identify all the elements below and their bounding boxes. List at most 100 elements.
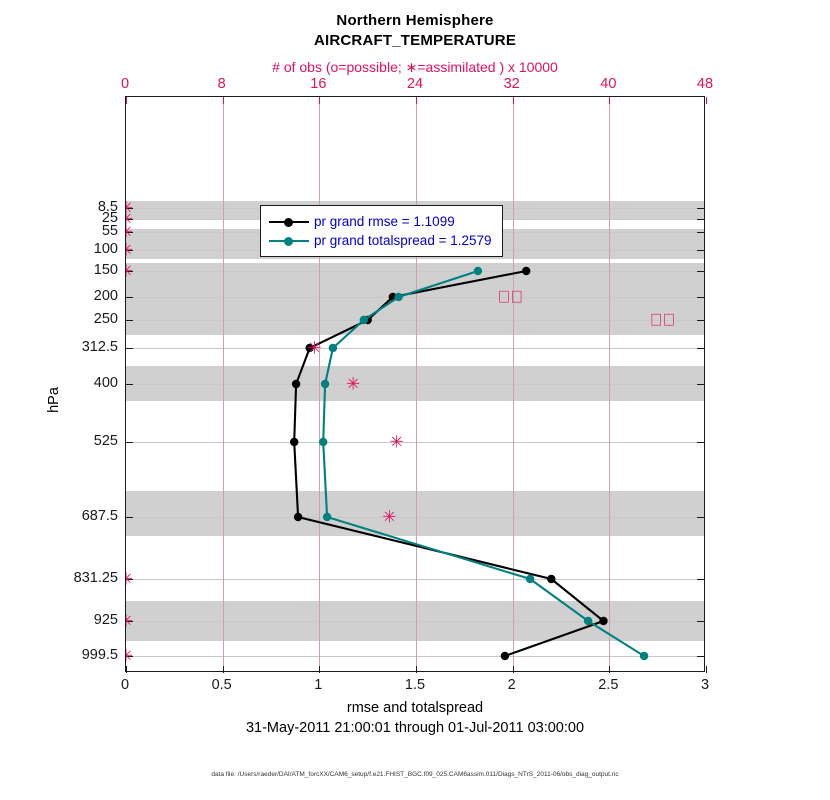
axis-tick-x-top <box>222 97 224 104</box>
data-point <box>473 266 483 276</box>
gridline-horizontal <box>126 320 704 321</box>
axis-tick-y-left <box>126 579 133 580</box>
axis-tick-y-right <box>697 621 704 622</box>
obs-marker-assimilated: ✳ <box>307 338 322 358</box>
axis-tick-y-right <box>697 219 704 220</box>
obs-marker-assimilated: ✳ <box>126 571 133 588</box>
axis-tick-y-right <box>697 348 704 349</box>
data-point <box>522 266 531 276</box>
axis-tick-y-right <box>697 656 704 657</box>
y-tick-label: 100 <box>93 241 118 257</box>
obs-marker-possible: ✳⃝ <box>497 287 524 307</box>
data-point <box>320 379 330 389</box>
y-tick-label: 831.25 <box>73 570 118 586</box>
x-tick-label: 1.5 <box>404 677 426 693</box>
y-tick-label: 312.5 <box>81 339 118 355</box>
data-point <box>599 616 608 626</box>
axis-tick-y-left <box>126 517 133 518</box>
axis-tick-y-right <box>697 579 704 580</box>
obs-marker-assimilated: ✳ <box>126 224 133 241</box>
gridline-vertical <box>416 97 417 671</box>
axis-tick-y-right <box>697 384 704 385</box>
gridline-horizontal <box>126 656 704 657</box>
gridline-vertical <box>319 97 321 671</box>
axis-tick-y-right <box>697 250 704 251</box>
legend-label: pr grand rmse = 1.1099 <box>314 214 455 229</box>
obs-marker-possible: ✳⃝ <box>649 310 676 330</box>
axis-tick-y-left <box>126 320 133 321</box>
obs-tick-label: 40 <box>600 76 617 92</box>
axis-tick-y-left <box>126 232 133 233</box>
data-point <box>293 512 303 522</box>
axis-tick-y-left <box>126 271 133 272</box>
axis-tick-y-left <box>126 621 133 622</box>
axis-tick-x-top <box>319 97 321 104</box>
data-point <box>319 437 328 447</box>
obs-marker-assimilated: ✳ <box>126 263 133 280</box>
axis-tick-x-top <box>706 97 707 104</box>
data-point <box>394 292 403 302</box>
axis-tick-x-bottom <box>126 666 127 673</box>
date-range-caption: 31-May-2011 21:00:01 through 01-Jul-2011… <box>245 720 585 736</box>
legend-item-rmse[interactable]: pr grand rmse = 1.1099 <box>269 212 492 231</box>
data-point <box>322 512 332 522</box>
plot-area: ✳✳✳✳✳✳⃝✳⃝✳✳✳✳✳✳✳ pr grand rmse = 1.1099p… <box>125 96 707 673</box>
x-tick-label: 2.5 <box>598 677 619 693</box>
x-tick-label: 1 <box>314 677 323 693</box>
obs-tick-label: 0 <box>120 76 130 92</box>
y-tick-label: 687.5 <box>81 508 118 524</box>
plot-inner: ✳✳✳✳✳✳⃝✳⃝✳✳✳✳✳✳✳ <box>126 97 704 671</box>
x-tick-label: 0.5 <box>211 677 232 693</box>
obs-marker-assimilated: ✳ <box>389 432 404 452</box>
series-line-pr-grand-totalspread <box>322 270 645 657</box>
data-file-caption: data file: /Users/raeder/DAI/ATM_forcXX/… <box>211 771 619 778</box>
axis-tick-y-left <box>126 384 133 385</box>
axis-tick-y-right <box>697 297 704 298</box>
data-point <box>583 616 593 626</box>
axis-tick-y-left <box>126 219 133 220</box>
legend-swatch-icon <box>269 216 309 228</box>
obs-marker-assimilated: ✳ <box>346 374 361 394</box>
data-point <box>359 315 368 325</box>
data-point <box>328 343 338 353</box>
series-layer <box>290 266 649 661</box>
chart-title-line1: Northern Hemisphere <box>336 12 494 29</box>
y-tick-label: 250 <box>93 311 118 327</box>
axis-tick-x-bottom <box>512 666 514 673</box>
axis-tick-y-right <box>697 320 704 321</box>
data-point <box>639 651 649 661</box>
obs-marker-assimilated: ✳ <box>126 613 133 630</box>
gridline-horizontal <box>126 384 704 385</box>
chart-title-line2: AIRCRAFT_TEMPERATURE <box>313 32 517 49</box>
y-tick-label: 25 <box>101 210 118 226</box>
legend-item-totalspread[interactable]: pr grand totalspread = 1.2579 <box>269 231 492 250</box>
axis-tick-x-top <box>512 97 514 104</box>
y-tick-label: 8.5 <box>97 199 118 215</box>
axis-tick-x-top <box>609 97 611 104</box>
axis-tick-x-top <box>416 97 417 104</box>
data-point <box>291 379 301 389</box>
y-tick-label: 525 <box>93 433 118 449</box>
axis-tick-y-right <box>697 271 704 272</box>
y-tick-label: 200 <box>93 288 118 304</box>
gridline-horizontal <box>126 517 704 518</box>
gridline-vertical <box>222 97 224 671</box>
axis-tick-y-right <box>697 232 704 233</box>
axis-tick-y-left <box>126 348 133 349</box>
obs-marker-assimilated: ✳ <box>126 200 133 217</box>
data-point <box>525 574 535 584</box>
gridline-vertical <box>609 97 611 671</box>
obs-tick-label: 8 <box>217 76 226 92</box>
legend-swatch-icon <box>269 235 309 247</box>
shaded-band <box>126 263 704 335</box>
obs-tick-label: 32 <box>503 76 520 92</box>
obs-marker-assimilated: ✳ <box>126 242 133 259</box>
obs-axis-title: # of obs (o=possible; ∗=assimilated ) x … <box>272 59 558 75</box>
axis-tick-y-left <box>126 297 133 298</box>
axis-tick-x-top <box>126 97 127 104</box>
gridline-horizontal <box>126 442 704 443</box>
y-tick-label: 925 <box>93 612 118 628</box>
y-axis-label: hPa <box>46 387 62 413</box>
obs-tick-label: 16 <box>310 76 327 92</box>
